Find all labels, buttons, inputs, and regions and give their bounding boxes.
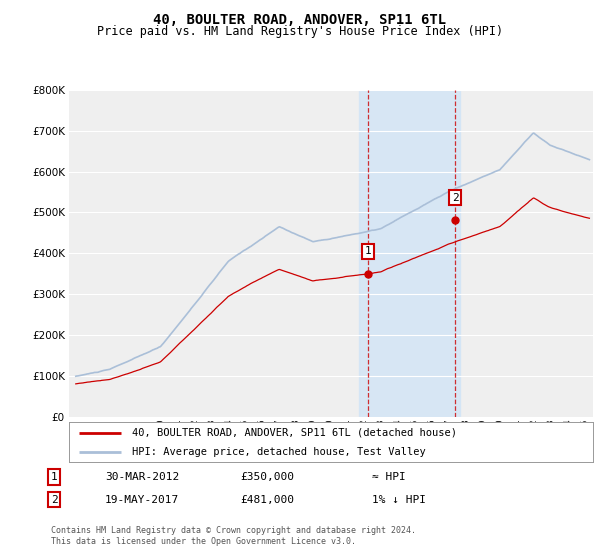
Text: 1: 1 xyxy=(50,472,58,482)
Text: £350,000: £350,000 xyxy=(240,472,294,482)
Text: 2: 2 xyxy=(452,193,458,203)
Text: 40, BOULTER ROAD, ANDOVER, SP11 6TL: 40, BOULTER ROAD, ANDOVER, SP11 6TL xyxy=(154,13,446,27)
Text: £481,000: £481,000 xyxy=(240,494,294,505)
Text: ≈ HPI: ≈ HPI xyxy=(372,472,406,482)
Text: HPI: Average price, detached house, Test Valley: HPI: Average price, detached house, Test… xyxy=(132,446,425,456)
Bar xyxy=(359,90,460,417)
Text: 1% ↓ HPI: 1% ↓ HPI xyxy=(372,494,426,505)
Text: 30-MAR-2012: 30-MAR-2012 xyxy=(105,472,179,482)
Text: 40, BOULTER ROAD, ANDOVER, SP11 6TL (detached house): 40, BOULTER ROAD, ANDOVER, SP11 6TL (det… xyxy=(132,428,457,438)
Text: Price paid vs. HM Land Registry's House Price Index (HPI): Price paid vs. HM Land Registry's House … xyxy=(97,25,503,38)
Text: 1: 1 xyxy=(365,246,371,256)
Text: 19-MAY-2017: 19-MAY-2017 xyxy=(105,494,179,505)
Text: This data is licensed under the Open Government Licence v3.0.: This data is licensed under the Open Gov… xyxy=(51,537,356,546)
Text: Contains HM Land Registry data © Crown copyright and database right 2024.: Contains HM Land Registry data © Crown c… xyxy=(51,526,416,535)
Text: 2: 2 xyxy=(50,494,58,505)
